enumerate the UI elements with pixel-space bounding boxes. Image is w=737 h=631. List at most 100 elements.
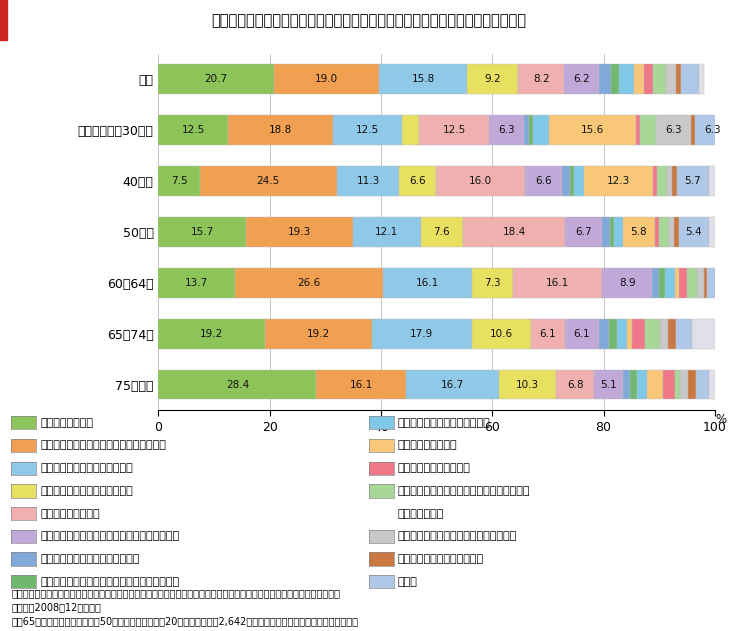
Text: 携帯電話の電波が届かない（電波状態が悪い）: 携帯電話の電波が届かない（電波状態が悪い） xyxy=(41,577,180,587)
Bar xyxy=(645,319,660,348)
Bar xyxy=(421,217,463,247)
Text: 自身・同居家族だけでは身のまわりのことを: 自身・同居家族だけでは身のまわりのことを xyxy=(398,486,531,496)
Bar xyxy=(524,115,529,144)
Text: 24.5: 24.5 xyxy=(256,176,280,186)
Bar xyxy=(676,64,681,94)
Bar xyxy=(609,217,614,247)
Text: 17.9: 17.9 xyxy=(411,329,433,339)
Bar xyxy=(472,268,513,298)
Bar xyxy=(614,217,623,247)
Bar xyxy=(0,0,7,40)
Text: 18.4: 18.4 xyxy=(503,227,525,237)
Text: 農林地の手入れが充分にできない: 農林地の手入れが充分にできない xyxy=(41,554,140,564)
Bar xyxy=(632,319,645,348)
Bar xyxy=(681,64,699,94)
Bar xyxy=(652,64,666,94)
Text: 11.3: 11.3 xyxy=(356,176,380,186)
Bar xyxy=(158,217,246,247)
Bar xyxy=(273,64,380,94)
Bar xyxy=(158,370,316,399)
Text: 15.6: 15.6 xyxy=(581,125,604,135)
Bar xyxy=(699,64,704,94)
Text: 6.2: 6.2 xyxy=(573,74,590,84)
Bar xyxy=(654,217,659,247)
Bar xyxy=(337,166,399,196)
Bar xyxy=(228,115,332,144)
Text: 6.7: 6.7 xyxy=(576,227,592,237)
Bar xyxy=(399,166,436,196)
Bar xyxy=(668,319,676,348)
Bar xyxy=(675,268,680,298)
Bar xyxy=(565,319,598,348)
Bar xyxy=(513,268,602,298)
Text: 12.5: 12.5 xyxy=(356,125,379,135)
Bar xyxy=(659,268,665,298)
Bar xyxy=(688,370,696,399)
Text: 6.1: 6.1 xyxy=(573,329,590,339)
Text: 16.7: 16.7 xyxy=(441,380,464,390)
Text: 16.1: 16.1 xyxy=(349,380,373,390)
Text: ひとり住まいでさびしい: ひとり住まいでさびしい xyxy=(398,463,471,473)
Text: 資料：国土交通省「人口減少・高齢化の進んだ集落等を対象とした「日常生活に関するアンケート調査」の集計結果（中間報: 資料：国土交通省「人口減少・高齢化の進んだ集落等を対象とした「日常生活に関するア… xyxy=(11,588,340,598)
Bar xyxy=(234,268,383,298)
Bar xyxy=(677,166,709,196)
Bar xyxy=(665,268,675,298)
Bar xyxy=(630,370,637,399)
Bar xyxy=(618,64,635,94)
Bar xyxy=(436,166,525,196)
Bar xyxy=(353,217,421,247)
Text: 6.3: 6.3 xyxy=(665,125,682,135)
Text: 近くに働き口がない: 近くに働き口がない xyxy=(41,509,100,519)
Text: 8.9: 8.9 xyxy=(619,278,635,288)
Text: 充分にできない: 充分にできない xyxy=(398,509,444,519)
Text: 図４－７　小規模・高齢化集落の住民が生活上一番困っていること、不安なこと: 図４－７ 小規模・高齢化集落の住民が生活上一番困っていること、不安なこと xyxy=(211,13,526,28)
Bar xyxy=(562,166,570,196)
Text: 12.3: 12.3 xyxy=(607,176,630,186)
Text: 16.0: 16.0 xyxy=(469,176,492,186)
Bar xyxy=(570,166,574,196)
Text: 5.1: 5.1 xyxy=(600,380,617,390)
Bar xyxy=(564,64,598,94)
Text: 注：65歳以上の高齢者が人口の50％以上の集落を含む20地区に居住する2,642世帯の世帯主を対象としたアンケート調査: 注：65歳以上の高齢者が人口の50％以上の集落を含む20地区に居住する2,642… xyxy=(11,616,358,626)
Text: 近所に住んでいる人が少なくてさびしい: 近所に住んでいる人が少なくてさびしい xyxy=(398,531,517,541)
Bar xyxy=(518,64,564,94)
Text: その他: その他 xyxy=(398,577,418,587)
Bar xyxy=(332,115,402,144)
Bar xyxy=(380,64,467,94)
Text: 9.2: 9.2 xyxy=(484,74,501,84)
Text: 19.3: 19.3 xyxy=(288,227,311,237)
Bar xyxy=(200,166,337,196)
Text: 6.8: 6.8 xyxy=(567,380,584,390)
Bar xyxy=(696,268,704,298)
Bar xyxy=(672,166,677,196)
Text: 12.5: 12.5 xyxy=(181,125,205,135)
Bar xyxy=(609,319,617,348)
Text: 6.6: 6.6 xyxy=(535,176,552,186)
Bar xyxy=(158,268,234,298)
Bar xyxy=(383,268,472,298)
Bar xyxy=(666,64,676,94)
Bar xyxy=(691,115,696,144)
Text: 近くで食料や日用品を買えない: 近くで食料や日用品を買えない xyxy=(41,463,133,473)
Bar xyxy=(709,166,715,196)
Bar xyxy=(265,319,372,348)
Bar xyxy=(565,217,602,247)
Bar xyxy=(636,115,640,144)
Bar xyxy=(674,217,679,247)
Bar xyxy=(574,166,584,196)
Text: 7.5: 7.5 xyxy=(171,176,188,186)
Text: お墓の管理が充分にできない: お墓の管理が充分にできない xyxy=(398,554,484,564)
Text: 救急医療機関が遠く、搬送に時間がかかる: 救急医療機関が遠く、搬送に時間がかかる xyxy=(41,440,167,451)
Bar xyxy=(617,319,627,348)
Bar xyxy=(647,370,663,399)
Bar xyxy=(489,115,524,144)
Text: 13.7: 13.7 xyxy=(185,278,208,288)
Bar xyxy=(644,64,652,94)
Bar xyxy=(594,370,623,399)
Bar xyxy=(549,115,636,144)
Bar xyxy=(696,115,730,144)
Bar xyxy=(709,370,715,399)
Bar xyxy=(602,268,652,298)
Bar xyxy=(657,166,667,196)
Bar xyxy=(627,319,632,348)
